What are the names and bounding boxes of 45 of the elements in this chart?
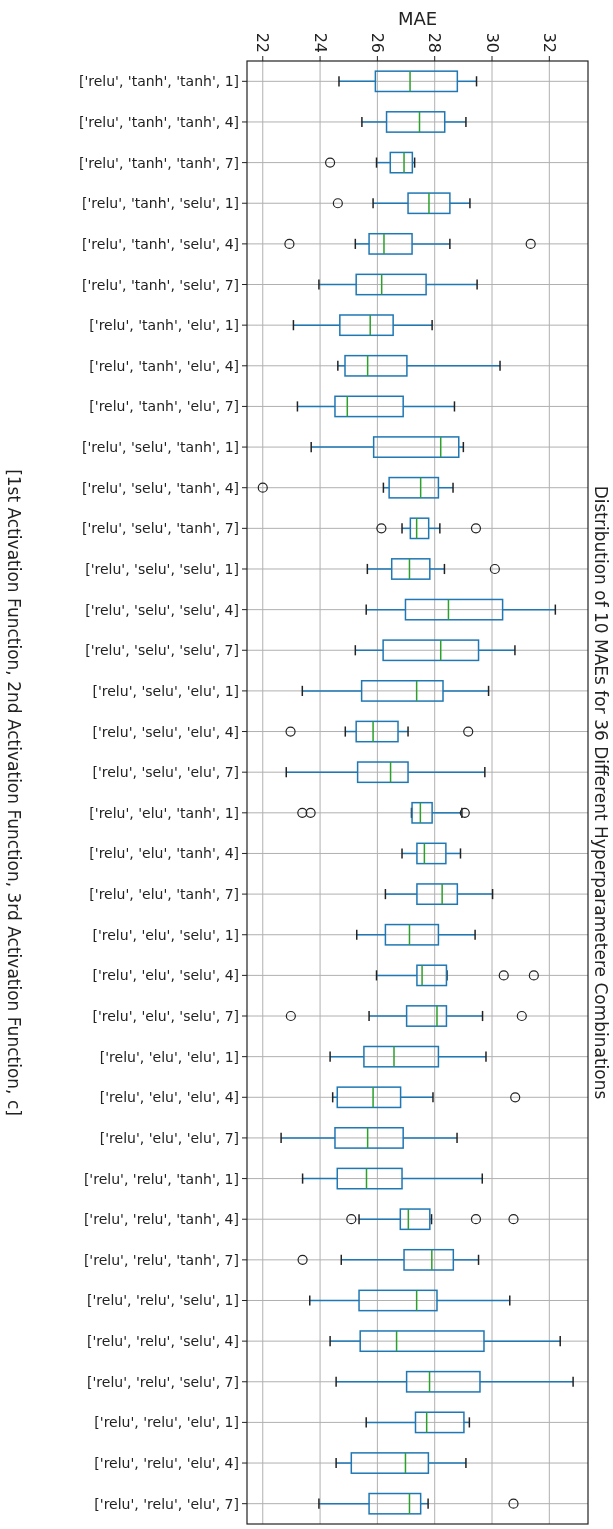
y-tick-label: ['relu', 'relu', 'selu', 7]	[87, 1373, 239, 1390]
y-tick-label: ['relu', 'selu', 'selu', 1]	[85, 560, 239, 577]
y-tick-label: ['relu', 'elu', 'tanh', 4]	[89, 845, 239, 862]
y-tick-label: ['relu', 'elu', 'selu', 1]	[92, 926, 239, 943]
x-tick-label: 24	[310, 32, 330, 53]
text: Distribution of 10 MAEs for 36 Different Hyperparametere Combinations	[591, 485, 611, 1100]
y-axis-title: [1st Activation Function, 2nd Activation Function, 3rd Activation Function, c]	[4, 469, 24, 1116]
y-tick-label: ['relu', 'elu', 'elu', 7]	[99, 1129, 239, 1146]
x-axis-title: MAE	[397, 7, 438, 29]
y-tick-label: ['relu', 'tanh', 'tanh', 7]	[78, 154, 239, 171]
y-tick-label: ['relu', 'elu', 'tanh', 1]	[89, 804, 239, 821]
y-tick-label: ['relu', 'relu', 'tanh', 1]	[83, 1170, 239, 1187]
y-tick-label: ['relu', 'selu', 'selu', 7]	[85, 642, 239, 659]
y-tick-label: ['relu', 'selu', 'elu', 4]	[92, 723, 239, 740]
y-tick-label: ['relu', 'elu', 'tanh', 7]	[89, 886, 239, 903]
y-tick-label: ['relu', 'elu', 'selu', 7]	[92, 1008, 239, 1025]
y-tick-label: ['relu', 'elu', 'elu', 4]	[99, 1089, 239, 1106]
y-tick-label: ['relu', 'tanh', 'tanh', 1]	[78, 73, 239, 90]
x-tick-label: 32	[539, 32, 559, 53]
y-tick-label: ['relu', 'tanh', 'selu', 4]	[82, 235, 239, 252]
y-tick-label: ['relu', 'relu', 'tanh', 4]	[83, 1211, 239, 1228]
y-tick-label: ['relu', 'tanh', 'tanh', 4]	[78, 113, 239, 130]
x-tick-label: 22	[253, 32, 273, 53]
y-tick-label: ['relu', 'tanh', 'elu', 1]	[89, 317, 239, 334]
y-tick-label: ['relu', 'selu', 'elu', 7]	[92, 764, 239, 781]
y-tick-label: ['relu', 'relu', 'elu', 4]	[94, 1455, 239, 1472]
y-tick-label: ['relu', 'tanh', 'elu', 4]	[89, 357, 239, 374]
y-tick-label: ['relu', 'relu', 'selu', 4]	[87, 1333, 239, 1350]
y-tick-label: ['relu', 'elu', 'selu', 4]	[92, 967, 239, 984]
x-tick-label: 26	[367, 32, 387, 53]
y-tick-label: ['relu', 'relu', 'elu', 7]	[94, 1495, 239, 1512]
y-tick-label: ['relu', 'relu', 'tanh', 7]	[83, 1251, 239, 1268]
y-tick-label: ['relu', 'tanh', 'selu', 7]	[82, 276, 239, 293]
y-tick-label: ['relu', 'selu', 'tanh', 1]	[82, 439, 239, 456]
y-tick-label: ['relu', 'relu', 'elu', 1]	[94, 1414, 239, 1431]
y-tick-label: ['relu', 'selu', 'selu', 4]	[85, 601, 239, 618]
x-tick-label: 30	[482, 32, 502, 53]
y-tick-label: ['relu', 'selu', 'tanh', 4]	[82, 479, 239, 496]
y-tick-label: ['relu', 'elu', 'elu', 1]	[99, 1048, 239, 1065]
x-tick-label: 28	[425, 32, 445, 53]
y-tick-label: ['relu', 'selu', 'elu', 1]	[92, 682, 239, 699]
y-tick-label: ['relu', 'selu', 'tanh', 7]	[82, 520, 239, 537]
y-tick-label: ['relu', 'tanh', 'selu', 1]	[82, 195, 239, 212]
y-tick-label: ['relu', 'tanh', 'elu', 7]	[89, 398, 239, 415]
y-tick-label: ['relu', 'relu', 'selu', 1]	[87, 1292, 239, 1309]
